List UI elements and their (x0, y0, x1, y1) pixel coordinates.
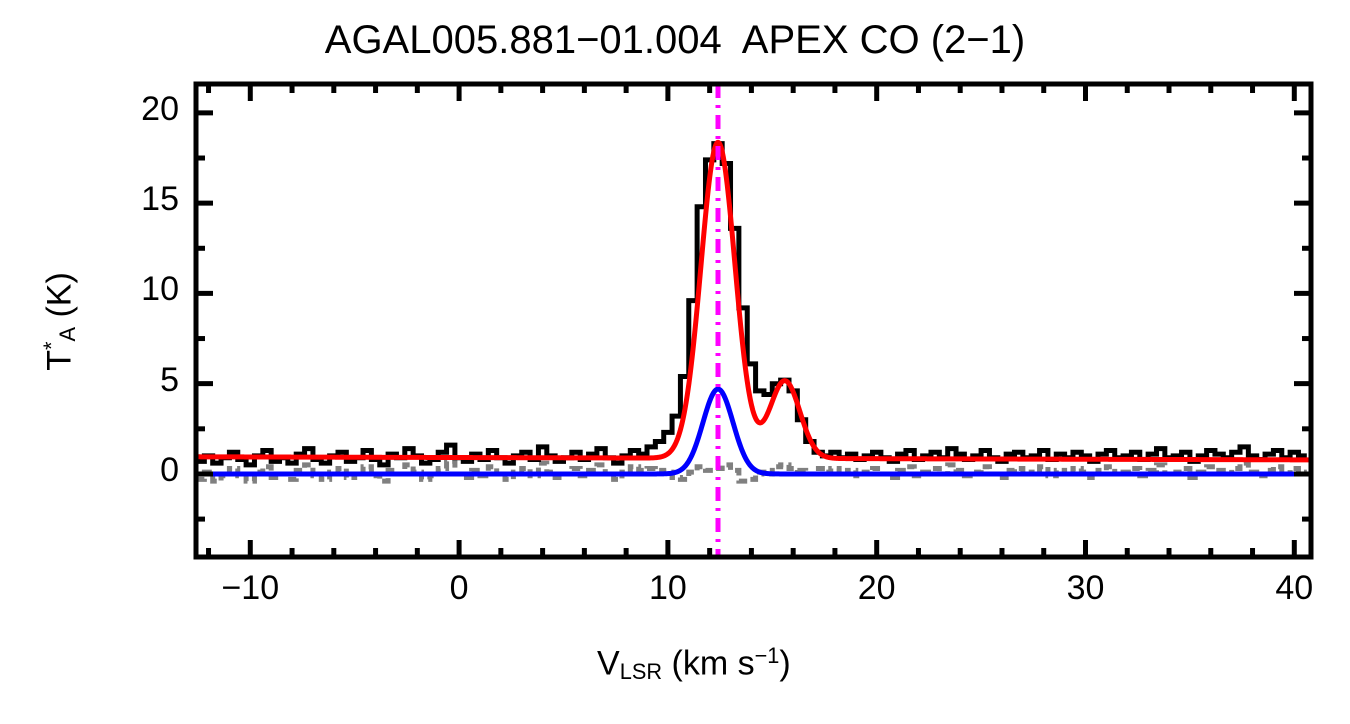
x-axis-title-unit: (km s (662, 644, 755, 683)
y-tick-label: 10 (141, 270, 179, 309)
x-tick-label: 40 (1275, 569, 1314, 607)
plot-canvas (193, 81, 1314, 560)
y-axis-title-subscript: A (55, 326, 81, 342)
x-tick-label: −10 (221, 569, 280, 607)
page-title: AGAL005.881−01.004 APEX CO (2−1) (324, 18, 1026, 62)
residual-histogram (196, 458, 1307, 484)
x-axis-title-sub: LSR (619, 659, 663, 685)
x-axis-title-close: ) (779, 644, 791, 683)
x-tick-label: 20 (857, 569, 896, 607)
x-axis-title-main: V (597, 644, 620, 683)
axis-frame (193, 81, 1314, 560)
total-fit-curve (194, 139, 1313, 463)
y-tick-label: 15 (141, 180, 179, 219)
x-tick-label: 0 (449, 569, 469, 607)
data-histogram (196, 141, 1307, 468)
spectrum-figure: AGAL005.881−01.004 APEX CO (2−1) VLSR (k… (0, 18, 1314, 684)
y-tick-label: 0 (160, 450, 179, 489)
x-tick-label: 10 (648, 569, 687, 607)
y-tick-label: 20 (141, 89, 179, 128)
x-tick-label: 30 (1066, 569, 1105, 607)
y-axis-title-superscript: * (38, 341, 64, 350)
y-tick-label: 5 (160, 360, 179, 399)
y-axis-title: T*A (K) (0, 220, 120, 460)
component-fit-curve (194, 386, 1313, 477)
x-axis-title: VLSR (km s−1) (0, 604, 1350, 724)
x-axis-title-exponent: −1 (754, 643, 780, 668)
